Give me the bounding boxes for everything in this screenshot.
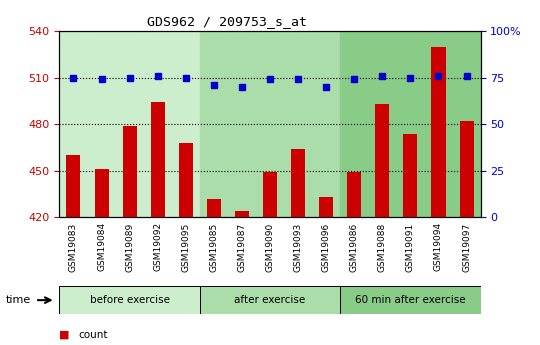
Text: GSM19087: GSM19087 — [238, 222, 246, 272]
Text: GSM19093: GSM19093 — [294, 222, 302, 272]
Text: GSM19085: GSM19085 — [210, 222, 218, 272]
Bar — [403, 134, 417, 217]
Text: GSM19094: GSM19094 — [434, 222, 443, 272]
Text: GSM19086: GSM19086 — [350, 222, 359, 272]
Bar — [375, 104, 389, 217]
Bar — [200, 31, 340, 217]
Bar — [263, 172, 277, 217]
Text: after exercise: after exercise — [234, 295, 306, 305]
Bar — [179, 143, 193, 217]
Text: ■: ■ — [59, 330, 70, 339]
Text: GSM19090: GSM19090 — [266, 222, 274, 272]
Text: GSM19091: GSM19091 — [406, 222, 415, 272]
Text: time: time — [5, 295, 31, 305]
Text: count: count — [78, 330, 108, 339]
Bar — [200, 286, 340, 314]
Bar — [340, 31, 481, 217]
Bar — [151, 102, 165, 217]
Text: GSM19092: GSM19092 — [153, 222, 162, 272]
Text: GDS962 / 209753_s_at: GDS962 / 209753_s_at — [147, 16, 307, 29]
Bar — [319, 197, 333, 217]
Bar — [207, 199, 221, 217]
Text: before exercise: before exercise — [90, 295, 170, 305]
Text: GSM19084: GSM19084 — [97, 222, 106, 272]
Bar — [66, 155, 80, 217]
Bar — [235, 211, 249, 217]
Bar — [123, 126, 137, 217]
Bar — [59, 286, 200, 314]
Bar — [431, 47, 446, 217]
Bar — [460, 121, 474, 217]
Text: GSM19097: GSM19097 — [462, 222, 471, 272]
Text: GSM19083: GSM19083 — [69, 222, 78, 272]
Text: GSM19089: GSM19089 — [125, 222, 134, 272]
Text: 60 min after exercise: 60 min after exercise — [355, 295, 465, 305]
Text: GSM19088: GSM19088 — [378, 222, 387, 272]
Bar — [340, 286, 481, 314]
Text: GSM19095: GSM19095 — [181, 222, 190, 272]
Bar — [94, 169, 109, 217]
Bar — [347, 172, 361, 217]
Bar — [59, 31, 200, 217]
Text: GSM19096: GSM19096 — [322, 222, 330, 272]
Bar — [291, 149, 305, 217]
